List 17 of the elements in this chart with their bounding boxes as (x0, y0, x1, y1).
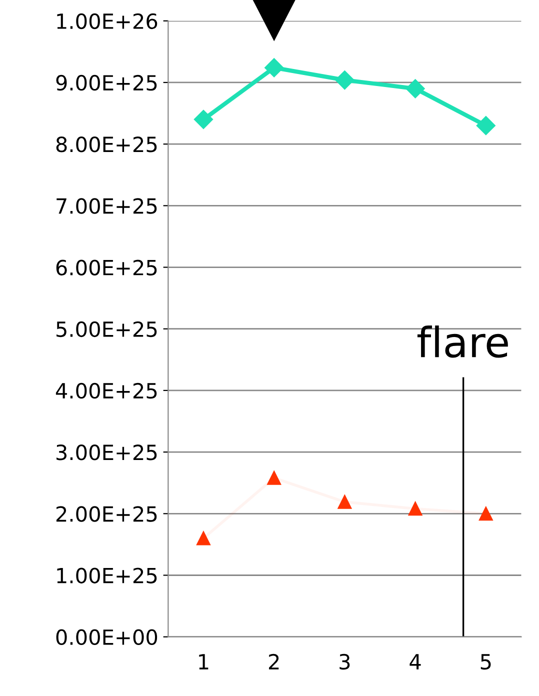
x-tick-label: 1 (199, 654, 208, 670)
y-tick-label: 2.00E+25 (56, 506, 157, 522)
x-tick-label: 4 (410, 654, 421, 670)
y-tick-label: 8.00E+25 (56, 136, 157, 152)
y-tick-label: 4.00E+25 (56, 382, 157, 399)
y-tick-label: 6.00E+25 (56, 260, 157, 276)
y-tick-label: 3.00E+25 (56, 444, 157, 460)
y-tick-label: 0.00E+00 (56, 629, 158, 646)
y-tick-label: 5.00E+25 (56, 321, 157, 338)
y-tick-label: 9.00E+25 (56, 74, 157, 91)
x-tick-label: 3 (340, 654, 350, 670)
y-tick-label: 7.00E+25 (56, 198, 157, 214)
x-tick-label: 5 (480, 654, 491, 670)
y-tick-label: 1.00E+26 (57, 13, 158, 30)
y-tick-label: 1.00E+25 (57, 568, 157, 584)
x-tick-label: 2 (268, 654, 279, 670)
ref-line-label: flare (417, 325, 508, 358)
